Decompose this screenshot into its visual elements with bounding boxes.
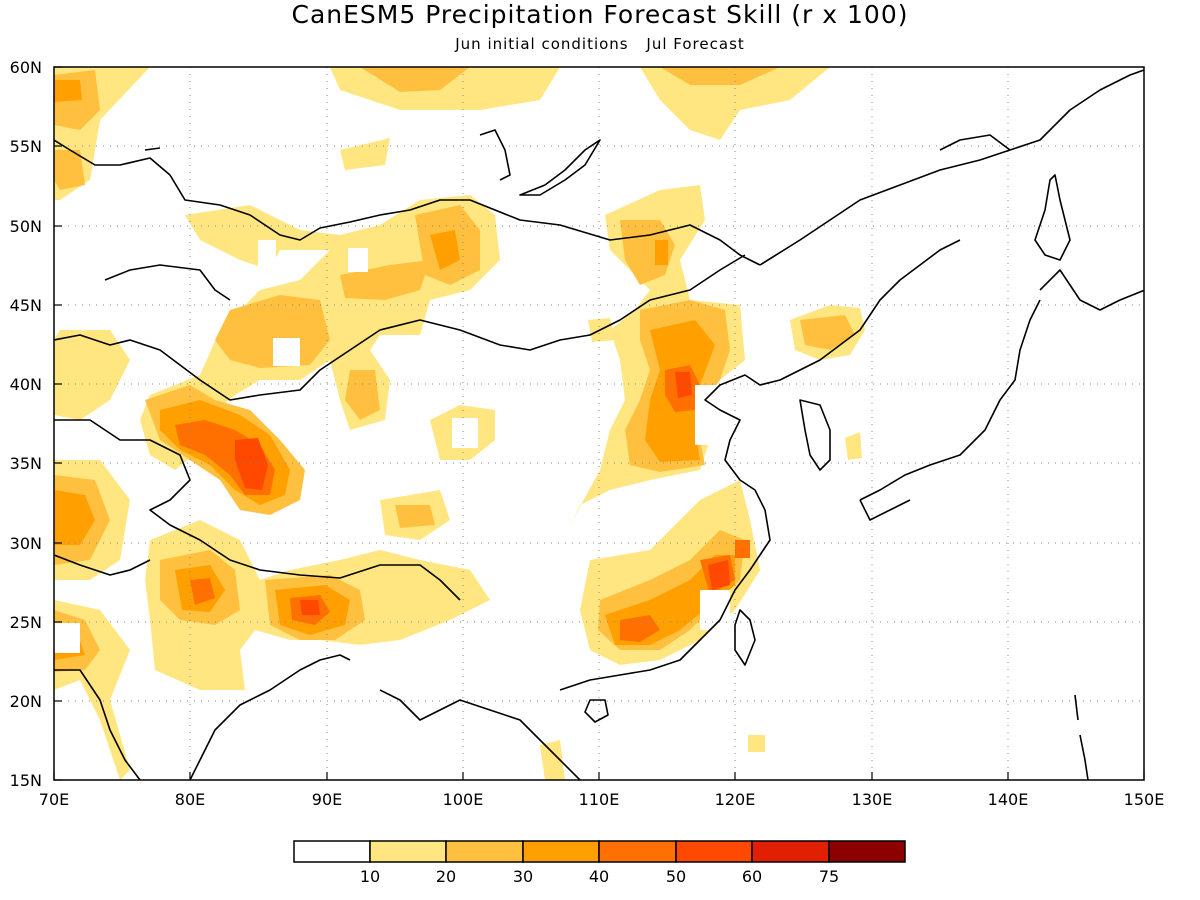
y-tick-labels: 15N 20N 25N 30N 35N 40N 45N 50N 55N 60N: [10, 58, 42, 790]
x-tick-110E: 110E: [579, 790, 620, 809]
subtitle-forecast: Jul Forecast: [646, 35, 745, 53]
x-tick-150E: 150E: [1124, 790, 1165, 809]
subtitle-init: Jun initial conditions: [455, 35, 629, 53]
y-tick-55N: 55N: [10, 137, 42, 156]
colorbar-label-50: 50: [666, 867, 686, 886]
colorbar-label-10: 10: [360, 867, 380, 886]
x-tick-labels: 70E 80E 90E 100E 110E 120E 130E 140E 150…: [39, 790, 1165, 809]
x-tick-90E: 90E: [312, 790, 342, 809]
y-tick-marks: [54, 66, 62, 781]
colorbar-label-20: 20: [436, 867, 456, 886]
skill-shading: [54, 67, 865, 780]
y-tick-15N: 15N: [10, 771, 42, 790]
y-tick-50N: 50N: [10, 217, 42, 236]
colorbar-label-40: 40: [589, 867, 609, 886]
colorbar-box-2: [445, 840, 524, 863]
colorbar-box-0: [293, 840, 371, 863]
x-tick-130E: 130E: [852, 790, 893, 809]
skill-gaps: [54, 240, 730, 653]
colorbar-label-75: 75: [819, 867, 839, 886]
x-tick-70E: 70E: [39, 790, 69, 809]
colorbar: 10 20 30 40 50 60 75: [293, 840, 906, 886]
y-tick-25N: 25N: [10, 613, 42, 632]
y-tick-60N: 60N: [10, 58, 42, 77]
colorbar-label-60: 60: [742, 867, 762, 886]
x-tick-80E: 80E: [175, 790, 205, 809]
coastlines: [54, 69, 1144, 780]
y-tick-35N: 35N: [10, 454, 42, 473]
x-tick-140E: 140E: [988, 790, 1029, 809]
y-tick-30N: 30N: [10, 534, 42, 553]
y-tick-20N: 20N: [10, 692, 42, 711]
map-title: CanESM5 Precipitation Forecast Skill (r …: [291, 0, 909, 29]
colorbar-box-5: [675, 840, 753, 863]
x-tick-100E: 100E: [443, 790, 484, 809]
x-tick-marks: [53, 772, 1145, 780]
x-tick-120E: 120E: [715, 790, 756, 809]
map-subtitle: Jun initial conditions Jul Forecast: [0, 35, 1200, 53]
y-tick-45N: 45N: [10, 296, 42, 315]
colorbar-box-3: [522, 840, 600, 863]
y-tick-40N: 40N: [10, 375, 42, 394]
colorbar-box-6: [751, 840, 830, 863]
skill-level-50: [235, 372, 730, 615]
colorbar-box-1: [369, 840, 447, 863]
colorbar-box-4: [598, 840, 677, 863]
colorbar-label-30: 30: [513, 867, 533, 886]
colorbar-box-7: [828, 840, 906, 863]
